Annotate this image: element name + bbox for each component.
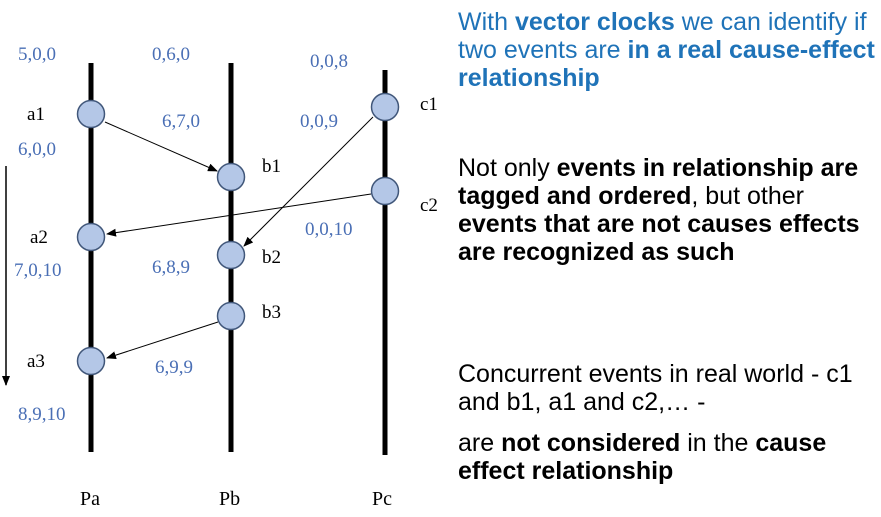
event-node-a2 bbox=[76, 222, 106, 252]
event-label-a1: a1 bbox=[27, 104, 45, 125]
start-clock-pb: 0,6,0 bbox=[152, 44, 190, 65]
not-considered-text-2: in the bbox=[680, 429, 756, 457]
intro-bold-2: in a real cause-effect relationship bbox=[458, 36, 875, 92]
event-clock-a3: 8,9,10 bbox=[18, 404, 66, 425]
event-label-c1: c1 bbox=[420, 94, 438, 115]
message-c1-b2 bbox=[243, 116, 374, 247]
event-node-c1 bbox=[370, 92, 400, 122]
not-considered-bold-2: cause effect relationship bbox=[458, 429, 827, 485]
event-clock-b2: 6,8,9 bbox=[152, 257, 190, 278]
message-a1-b1 bbox=[104, 121, 218, 172]
relationship-paragraph: Not only events in relationship are tagg… bbox=[458, 154, 876, 266]
relationship-text-2: , but other bbox=[691, 182, 804, 210]
event-clock-a2: 7,0,10 bbox=[14, 260, 62, 281]
intro-text-2: we can identify if two events are bbox=[458, 8, 867, 64]
process-label-pc: Pc bbox=[372, 488, 392, 510]
event-node-b3 bbox=[216, 301, 246, 331]
event-label-a3: a3 bbox=[27, 351, 45, 372]
process-label-pb: Pb bbox=[219, 488, 240, 510]
not-considered-paragraph: are not considered in the cause effect r… bbox=[458, 429, 876, 485]
event-node-a3 bbox=[76, 346, 106, 376]
event-node-b1 bbox=[216, 162, 246, 192]
event-label-a2: a2 bbox=[30, 227, 48, 248]
start-clock-pa: 5,0,0 bbox=[18, 44, 56, 65]
event-label-c2: c2 bbox=[420, 195, 438, 216]
intro-text-1: With bbox=[458, 8, 515, 36]
event-clock-b1: 6,7,0 bbox=[162, 111, 200, 132]
event-clock-c1: 0,0,9 bbox=[300, 111, 338, 132]
intro-paragraph: With vector clocks we can identify if tw… bbox=[458, 8, 876, 92]
event-node-b2 bbox=[216, 240, 246, 270]
event-label-b2: b2 bbox=[262, 247, 281, 268]
event-node-c2 bbox=[370, 176, 400, 206]
message-c2-a2 bbox=[106, 193, 372, 237]
not-considered-text-1: are bbox=[458, 429, 502, 457]
event-clock-c2: 0,0,10 bbox=[305, 219, 353, 240]
process-label-pa: Pa bbox=[80, 488, 100, 510]
event-node-a1 bbox=[76, 99, 106, 129]
relationship-bold-1: events in relationship are tagged and or… bbox=[458, 154, 859, 210]
concurrent-paragraph: Concurrent events in real world - c1 and… bbox=[458, 360, 876, 416]
relationship-text-1: Not only bbox=[458, 154, 557, 182]
start-clock-pc: 0,0,8 bbox=[310, 51, 348, 72]
event-clock-a1: 6,0,0 bbox=[18, 139, 56, 160]
not-considered-bold-1: not considered bbox=[501, 429, 681, 457]
event-clock-b3: 6,9,9 bbox=[155, 357, 193, 378]
event-label-b3: b3 bbox=[262, 302, 281, 323]
intro-bold-1: vector clocks bbox=[514, 8, 675, 36]
concurrent-text: Concurrent events in real world - c1 and… bbox=[458, 360, 853, 416]
relationship-bold-2: events that are not causes effects are r… bbox=[458, 210, 860, 266]
event-label-b1: b1 bbox=[262, 156, 281, 177]
message-b3-a3 bbox=[106, 321, 219, 360]
